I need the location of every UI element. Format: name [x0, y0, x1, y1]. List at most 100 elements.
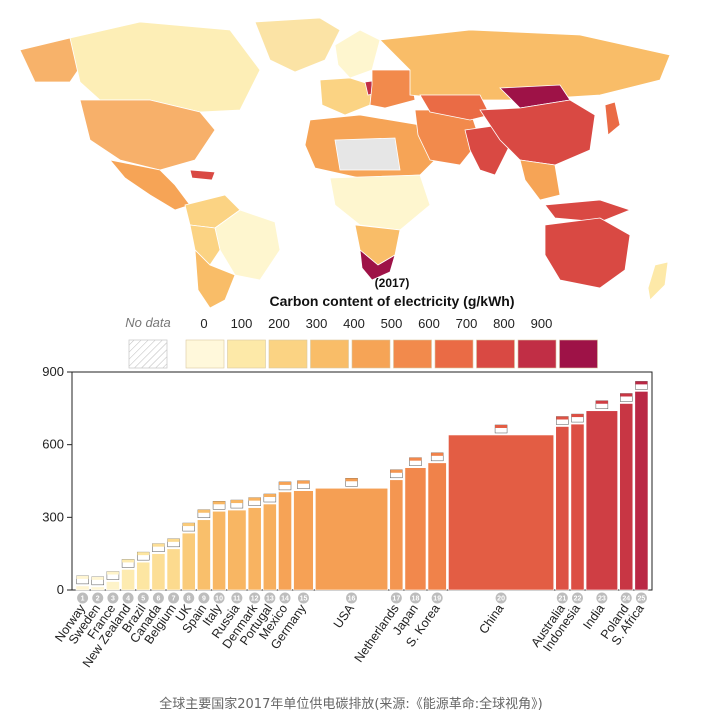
flag-stripe-icon	[571, 414, 584, 418]
bar-number-20: 20	[497, 596, 505, 603]
bar-number-badge	[495, 592, 507, 604]
bar-number-2: 2	[96, 596, 100, 603]
legend-tick-700: 700	[456, 316, 478, 331]
legend-swatch-0	[185, 339, 225, 369]
bar-number-badge	[431, 592, 443, 604]
legend-swatch-5	[393, 339, 432, 369]
figure-caption: 全球主要国家2017年单位供电碳排放(来源:《能源革命:全球视角》)	[159, 697, 543, 712]
bar-uk	[181, 532, 196, 591]
x-label-usa: USA	[331, 601, 358, 631]
bar-norway	[75, 585, 90, 591]
y-tick-label-600: 600	[42, 437, 64, 452]
region-southeast-asia	[519, 159, 561, 201]
bar-number-7: 7	[172, 596, 176, 603]
bar-number-11: 11	[233, 596, 241, 603]
bar-china	[448, 434, 555, 591]
legend-swatch-9	[559, 339, 598, 369]
region-south-africa	[359, 249, 396, 281]
bar-number-10: 10	[215, 596, 223, 603]
region-central-africa	[329, 174, 431, 231]
flag-stripe-icon	[263, 494, 276, 498]
x-label-china: China	[476, 602, 506, 637]
bar-usa	[315, 487, 389, 591]
legend-tick-0: 0	[200, 316, 207, 331]
region-eastern-europe	[369, 69, 416, 109]
region-australia	[544, 217, 631, 289]
bar-number-15: 15	[300, 596, 308, 603]
flag-stripe-icon	[248, 497, 261, 501]
bar-japan	[404, 467, 427, 591]
bar-russia	[227, 509, 247, 591]
bar-sweden	[90, 586, 105, 591]
bar-india	[585, 410, 618, 591]
legend-swatch-7	[476, 339, 515, 369]
region-caribbean	[189, 169, 216, 181]
bar-number-24: 24	[622, 596, 630, 603]
region-greenland	[254, 17, 341, 73]
legend-swatch-6	[434, 339, 474, 369]
bar-number-badge	[390, 592, 402, 604]
bar-number-badge	[556, 592, 568, 604]
bar-number-14: 14	[281, 596, 289, 603]
bar-germany	[293, 490, 314, 591]
bar-number-16: 16	[348, 596, 356, 603]
bar-number-badge	[279, 592, 291, 604]
y-tick-label-0: 0	[57, 582, 64, 597]
region-usa	[79, 99, 216, 171]
flag-stripe-icon	[595, 400, 608, 404]
bar-number-22: 22	[574, 596, 582, 603]
bar-denmark	[247, 507, 262, 591]
bar-number-4: 4	[126, 596, 130, 603]
bar-number-badge	[122, 592, 134, 604]
legend-tick-900: 900	[531, 316, 553, 331]
legend-tick-600: 600	[418, 316, 440, 331]
bar-indonesia	[570, 423, 585, 591]
no-data-label: No data	[125, 315, 171, 330]
region-argentina-chile	[194, 248, 236, 309]
bar-italy	[212, 510, 226, 591]
legend-tick-200: 200	[268, 316, 290, 331]
bar-number-5: 5	[141, 596, 145, 603]
bar-new-zealand	[121, 569, 135, 591]
bar-number-badge	[264, 592, 276, 604]
bar-brazil	[136, 561, 151, 591]
bar-netherlands	[389, 479, 404, 591]
bar-mexico	[278, 491, 292, 591]
bar-number-badge	[137, 592, 149, 604]
bar-number-badge	[297, 592, 309, 604]
bar-number-badge	[596, 592, 608, 604]
region-peru-bolivia	[189, 224, 221, 266]
flag-stripe-icon	[167, 538, 180, 542]
flag-stripe-icon	[345, 478, 358, 482]
bar-number-badge	[152, 592, 164, 604]
legend-tick-300: 300	[306, 316, 328, 331]
legend-tick-100: 100	[231, 316, 253, 331]
bar-chart-axes: 0 300 600 900	[42, 364, 653, 597]
bar-number-13: 13	[266, 596, 274, 603]
bar-canada	[151, 553, 166, 591]
bar-number-badge	[346, 592, 358, 604]
region-mexico	[108, 159, 191, 211]
region-canada	[69, 21, 261, 113]
flag-stripe-icon	[152, 543, 165, 547]
bar-number-badge	[183, 592, 195, 604]
no-data-swatch	[128, 339, 168, 369]
color-legend: No data 0 100 200 300 400 500 600 700 800 900	[125, 315, 598, 369]
bar-number-17: 17	[392, 596, 400, 603]
flag-stripe-icon	[635, 381, 648, 385]
bar-number-1: 1	[81, 596, 85, 603]
bar-number-badge	[571, 592, 583, 604]
bar-s-korea	[427, 462, 447, 591]
bar-belgium	[166, 548, 181, 591]
region-sahara-nodata	[334, 137, 401, 171]
bar-chart-bars	[75, 381, 649, 591]
bar-portugal	[262, 503, 277, 591]
bar-number-12: 12	[251, 596, 259, 603]
flag-stripe-icon	[122, 559, 135, 563]
flag-stripe-icon	[91, 576, 104, 580]
region-new-zealand	[647, 261, 669, 301]
region-central-asia	[419, 94, 491, 121]
bar-number-8: 8	[187, 596, 191, 603]
